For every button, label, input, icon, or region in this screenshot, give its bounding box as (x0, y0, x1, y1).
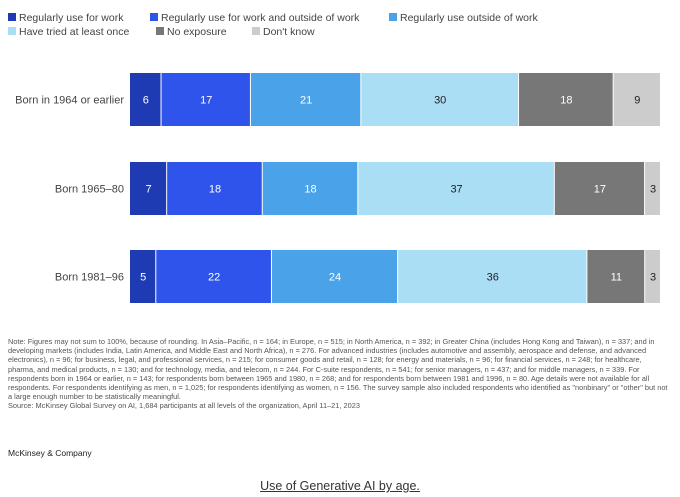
bar-value-label: 18 (560, 95, 572, 107)
category-label: Born 1981–96 (55, 272, 124, 284)
legend-label: Have tried at least once (19, 26, 130, 38)
legend-swatch (8, 13, 16, 22)
bar-value-label: 3 (650, 184, 656, 196)
legend-label: Regularly use for work (19, 12, 124, 24)
bar-value-label: 18 (209, 184, 221, 196)
legend-item: Regularly use for work (8, 12, 123, 25)
bar-segment (519, 73, 613, 126)
bar-value-label: 36 (487, 272, 499, 284)
bar-segment (262, 162, 358, 215)
bar-value-label: 18 (304, 184, 316, 196)
legend-row-2: Have tried at least once No exposure Don… (8, 26, 668, 40)
bar-value-label: 5 (140, 272, 146, 284)
bar-value-label: 17 (594, 184, 606, 196)
category-label: Born in 1964 or earlier (15, 95, 124, 107)
bar-segment (613, 73, 660, 126)
footnote: Note: Figures may not sum to 100%, becau… (8, 337, 668, 411)
bar-segment (161, 73, 250, 126)
brand-logo-text: McKinsey & Company (8, 448, 92, 458)
bar-segment (398, 250, 587, 303)
legend-row-1: Regularly use for work Regularly use for… (8, 12, 668, 26)
bar-value-label: 21 (300, 95, 312, 107)
stacked-bar-chart: Born in 1964 or earlier 6 17 21 30 18 9 Born 19… (15, 73, 660, 303)
bar-segment (130, 162, 167, 215)
legend-item: Regularly use outside of work (389, 12, 538, 25)
note-text: Note: Figures may not sum to 100%, becau… (8, 337, 668, 402)
legend: Regularly use for work Regularly use for… (8, 12, 668, 40)
legend-label: Regularly use for work and outside of wo… (161, 12, 360, 24)
legend-swatch (8, 27, 16, 36)
bar-segment (358, 162, 554, 215)
bar-segment (554, 162, 645, 215)
legend-swatch (156, 27, 164, 36)
source-text: Source: McKinsey Global Survey on AI, 1,… (8, 401, 360, 411)
legend-item: Don't know (252, 26, 315, 39)
bar-value-label: 6 (143, 95, 149, 107)
chart-caption-link[interactable]: Use of Generative AI by age. (260, 479, 420, 493)
legend-swatch (252, 27, 260, 36)
bar-value-label: 9 (634, 95, 640, 107)
bar-value-label: 37 (450, 184, 462, 196)
bar-value-label: 30 (434, 95, 446, 107)
legend-label: Regularly use outside of work (400, 12, 538, 24)
bar-segment (130, 73, 161, 126)
bar-value-label: 17 (200, 95, 212, 107)
bar-segment (587, 250, 645, 303)
legend-swatch (389, 13, 397, 22)
bar-segment (645, 250, 660, 303)
legend-label: No exposure (167, 26, 227, 38)
bar-segment (271, 250, 398, 303)
legend-swatch (150, 13, 158, 22)
category-label: Born 1965–80 (55, 184, 124, 196)
bar-segment (250, 73, 361, 126)
bar-value-label: 22 (208, 272, 220, 284)
bar-value-label: 3 (650, 272, 656, 284)
bar-segment (645, 162, 660, 215)
bar-value-label: 7 (146, 184, 152, 196)
bar-segment (130, 250, 156, 303)
bar-value-label: 11 (611, 272, 622, 284)
bar-segment (361, 73, 519, 126)
bar-segment (156, 250, 271, 303)
bar-value-label: 24 (329, 272, 341, 284)
bar-segment (167, 162, 262, 215)
legend-item: Regularly use for work and outside of wo… (150, 12, 359, 25)
legend-item: No exposure (156, 26, 227, 39)
legend-item: Have tried at least once (8, 26, 129, 39)
legend-label: Don't know (263, 26, 315, 38)
